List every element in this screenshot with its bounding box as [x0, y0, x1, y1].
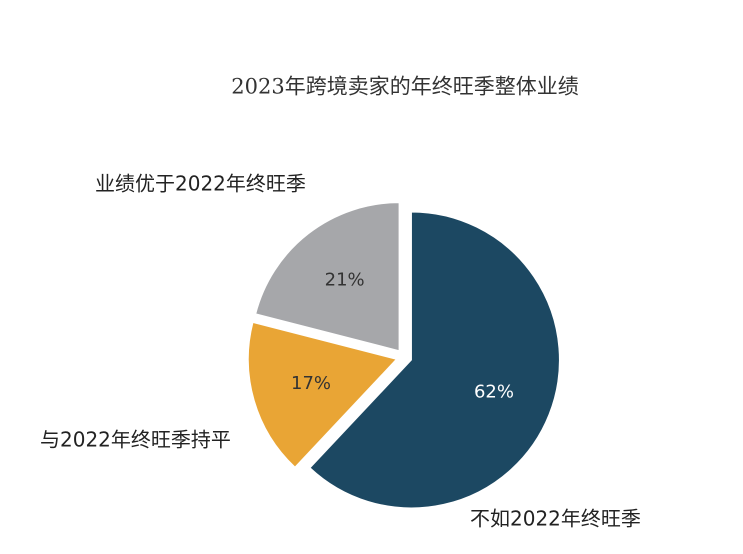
category-label: 与2022年终旺季持平 — [40, 428, 231, 452]
value-label: 21% — [325, 270, 365, 291]
category-label: 业绩优于2022年终旺季 — [95, 172, 306, 196]
pie-slice — [255, 202, 400, 352]
category-label: 不如2022年终旺季 — [470, 507, 641, 531]
value-label: 62% — [474, 382, 514, 403]
chart-title: 2023年跨境卖家的年终旺季整体业绩 — [231, 75, 578, 99]
pie-slice — [309, 211, 560, 509]
value-label: 17% — [291, 373, 331, 394]
pie-slice — [247, 321, 398, 468]
